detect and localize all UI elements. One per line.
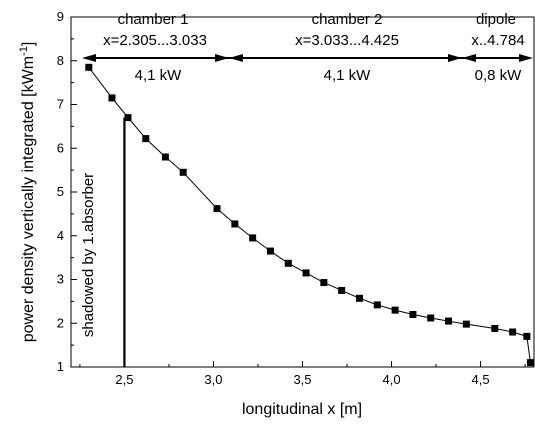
data-point xyxy=(391,306,399,314)
data-point xyxy=(179,168,187,176)
data-point xyxy=(249,234,257,242)
x-axis-label: longitudinal x [m] xyxy=(242,401,362,418)
data-point xyxy=(526,359,534,367)
data-point xyxy=(491,325,499,332)
data-point xyxy=(284,259,292,267)
data-point xyxy=(445,317,453,325)
data-point xyxy=(161,153,169,161)
data-point xyxy=(355,294,363,302)
y-tick-label: 4 xyxy=(57,228,64,243)
y-axis-label-main: power density vertically integrated [kWm xyxy=(20,56,37,342)
x-tick-label: 4,0 xyxy=(382,372,400,387)
section-dipole-power: 0,8 kW xyxy=(475,67,523,84)
arrow-head-ch2-right xyxy=(448,54,462,62)
section-arrows xyxy=(82,54,533,62)
section-chamber1-range: x=2.305...3.033 xyxy=(103,32,207,49)
data-point xyxy=(462,320,470,328)
y-tick-label: 7 xyxy=(57,97,64,112)
section-dipole-name: dipole xyxy=(476,11,516,28)
y-axis-ticks: 1 2 3 4 5 6 7 8 9 xyxy=(57,9,77,374)
data-point xyxy=(142,135,150,143)
data-point xyxy=(302,269,310,277)
series-line xyxy=(88,66,531,363)
arrow-head-ch1-right xyxy=(215,54,229,62)
data-point xyxy=(266,247,274,255)
y-axis-label-sup: -1 xyxy=(18,46,30,56)
y-axis-label-end: ] xyxy=(20,42,37,46)
data-point xyxy=(427,314,435,322)
y-tick-label: 8 xyxy=(57,53,64,68)
section-chamber2-range: x=3.033...4.425 xyxy=(295,32,399,49)
section-chamber2-name: chamber 2 xyxy=(312,11,383,28)
y-tick-label: 2 xyxy=(57,315,64,330)
data-point xyxy=(509,328,517,336)
x-tick-label: 3,5 xyxy=(293,372,311,387)
y-tick-label: 9 xyxy=(57,9,64,24)
data-point xyxy=(231,220,239,228)
section-dipole-range: x..4.784 xyxy=(471,32,524,49)
arrow-head-left xyxy=(82,54,96,62)
data-markers xyxy=(85,63,534,367)
arrow-head-ch2-left xyxy=(229,54,243,62)
y-tick-label: 5 xyxy=(57,184,64,199)
data-point xyxy=(373,301,381,309)
shadow-annotation: shadowed by 1.absorber xyxy=(80,173,97,337)
data-point xyxy=(85,63,93,71)
section-chamber1-power: 4,1 kW xyxy=(135,67,183,84)
arrow-head-dipole-left xyxy=(462,54,476,62)
arrow-head-right xyxy=(519,54,533,62)
data-point xyxy=(320,279,328,287)
data-point xyxy=(409,311,417,318)
section-chamber1-name: chamber 1 xyxy=(118,11,189,28)
y-tick-label: 3 xyxy=(57,272,64,287)
y-tick-label: 6 xyxy=(57,140,64,155)
x-tick-label: 2,5 xyxy=(115,372,133,387)
data-point xyxy=(523,332,531,340)
x-axis-ticks: 2,5 3,0 3,5 4,0 4,5 xyxy=(79,361,526,387)
y-tick-label: 1 xyxy=(57,359,64,374)
y-axis-label: power density vertically integrated [kWm… xyxy=(18,42,37,343)
x-tick-label: 4,5 xyxy=(472,372,490,387)
section-chamber2-power: 4,1 kW xyxy=(324,67,372,84)
data-point xyxy=(108,94,116,102)
data-point xyxy=(213,205,221,213)
data-point xyxy=(338,286,346,294)
x-tick-label: 3,0 xyxy=(204,372,222,387)
data-point xyxy=(124,114,132,122)
